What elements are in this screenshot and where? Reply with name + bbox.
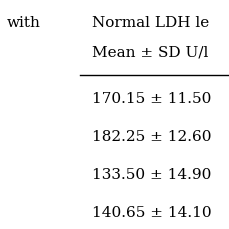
Text: Mean ± SD U/l: Mean ± SD U/l: [92, 46, 207, 60]
Text: 170.15 ± 11.50: 170.15 ± 11.50: [92, 92, 210, 106]
Text: 133.50 ± 14.90: 133.50 ± 14.90: [92, 167, 210, 181]
Text: Normal LDH le: Normal LDH le: [92, 16, 208, 30]
Text: with: with: [7, 16, 41, 30]
Text: 140.65 ± 14.10: 140.65 ± 14.10: [92, 205, 211, 219]
Text: 182.25 ± 12.60: 182.25 ± 12.60: [92, 129, 211, 143]
